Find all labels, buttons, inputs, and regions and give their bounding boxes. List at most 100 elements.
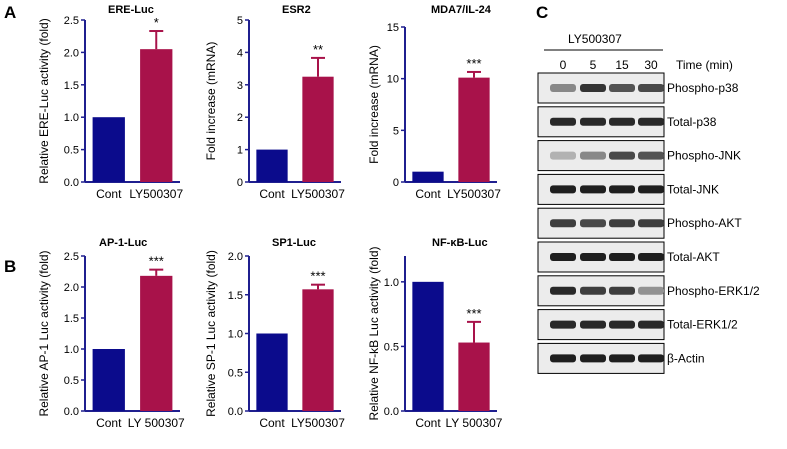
blot-rows: Phospho-p38 Total-p38 Phospho-JNK Total-JNK… — [537, 72, 760, 374]
time-label: 0 — [560, 58, 567, 72]
bar-cont — [412, 281, 444, 411]
y-tick-label: 2.0 — [64, 282, 79, 294]
y-tick-label: 2.5 — [64, 15, 79, 27]
band — [609, 219, 635, 228]
band — [638, 151, 664, 160]
category-label: LY500307 — [291, 416, 345, 430]
chart-6: NF-κB-Luc Relative NF-kB Luc activity (fo… — [367, 237, 503, 430]
blot-label: Total-AKT — [667, 250, 720, 264]
y-tick-label: 0 — [393, 177, 399, 189]
chart-title: AP-1-Luc — [99, 237, 147, 249]
y-tick-label: 1.0 — [384, 277, 399, 289]
band — [638, 320, 664, 329]
band — [550, 320, 576, 329]
band — [580, 320, 606, 329]
y-tick-label: 1.0 — [64, 112, 79, 124]
blot-treatment-label: LY500307 — [568, 32, 622, 46]
blot-label: Total-ERK1/2 — [667, 318, 738, 332]
chart-title: NF-κB-Luc — [432, 237, 488, 249]
y-tick-label: 1 — [237, 145, 243, 157]
category-label: LY 500307 — [446, 416, 503, 430]
y-axis-label: Relative NF-kB Luc activity (fold) — [367, 246, 381, 420]
band — [609, 185, 635, 194]
category-label: Cont — [415, 187, 441, 201]
panel-letter-a: A — [4, 3, 16, 22]
western-blot: LY500307 Time (min) 0 5 15 30 Phospho-p38 To… — [537, 32, 760, 374]
chart-title: ESR2 — [282, 4, 311, 16]
y-tick-label: 2.5 — [64, 251, 79, 263]
blot-row: Total-ERK1/2 — [537, 309, 738, 341]
band — [609, 354, 635, 363]
blot-row: β-Actin — [537, 342, 705, 374]
bar-cont — [92, 117, 125, 182]
bar-cont — [412, 171, 444, 182]
band — [550, 151, 576, 160]
y-tick-label: 0.0 — [384, 406, 399, 418]
bar-treated — [302, 289, 334, 411]
bar-treated — [140, 49, 173, 182]
band — [638, 84, 664, 92]
bar-treated — [140, 275, 173, 411]
bar-cont — [92, 349, 125, 411]
band — [550, 354, 576, 363]
band — [550, 286, 576, 295]
category-label: LY 500307 — [128, 416, 185, 430]
significance-label: *** — [310, 269, 325, 284]
bar-treated — [302, 76, 334, 182]
band — [580, 185, 606, 194]
band — [550, 219, 576, 228]
y-tick-label: 10 — [387, 74, 399, 86]
blot-row: Phospho-p38 — [537, 72, 739, 104]
y-tick-label: 0.0 — [64, 406, 79, 418]
panel-letter-b: B — [4, 257, 16, 276]
y-tick-label: 0.5 — [384, 341, 399, 353]
band — [638, 354, 664, 363]
blot-time-label: Time (min) — [676, 58, 733, 72]
blot-label: Total-p38 — [667, 115, 717, 129]
blot-row: Phospho-JNK — [537, 140, 741, 172]
bar-charts: ERE-Luc Relative ERE-Luc activity (fold) 0… — [37, 4, 503, 430]
band — [550, 84, 576, 92]
band — [580, 219, 606, 228]
significance-label: *** — [149, 254, 164, 269]
y-tick-label: 0.0 — [64, 177, 79, 189]
chart-title: MDA7/IL-24 — [431, 4, 492, 16]
blot-label: Total-JNK — [667, 182, 719, 196]
band — [609, 151, 635, 160]
chart-3: MDA7/IL-24 Fold increase (mRNA) 0 5 10 15 Cont… — [367, 4, 501, 201]
band — [609, 286, 635, 295]
band — [580, 286, 606, 295]
bar-treated — [458, 77, 490, 182]
y-tick-label: 2.0 — [228, 251, 243, 263]
blot-time-labels: 0 5 15 30 — [560, 58, 658, 72]
category-label: Cont — [259, 416, 285, 430]
y-tick-label: 4 — [237, 47, 243, 59]
y-tick-label: 1.0 — [64, 344, 79, 356]
chart-4: AP-1-Luc Relative AP-1 Luc activity (fold… — [37, 237, 185, 430]
y-axis-label: Relative SP-1 Luc activity (fold) — [204, 250, 218, 417]
y-tick-label: 2.0 — [64, 47, 79, 59]
time-label: 15 — [615, 58, 629, 72]
y-tick-label: 0.5 — [228, 367, 243, 379]
category-label: Cont — [415, 416, 441, 430]
blot-label: Phospho-ERK1/2 — [667, 284, 760, 298]
y-tick-label: 3 — [237, 80, 243, 92]
category-label: Cont — [96, 416, 122, 430]
y-tick-label: 1.5 — [64, 80, 79, 92]
blot-label: Phospho-p38 — [667, 81, 739, 95]
blot-label: Phospho-AKT — [667, 216, 742, 230]
chart-5: SP1-Luc Relative SP-1 Luc activity (fold)… — [204, 237, 345, 430]
category-label: Cont — [259, 187, 285, 201]
band — [638, 219, 664, 228]
significance-label: *** — [466, 306, 481, 321]
band — [550, 253, 576, 261]
y-tick-label: 15 — [387, 22, 399, 34]
panel-letter-c: C — [536, 3, 548, 22]
significance-label: * — [154, 15, 159, 30]
band — [609, 84, 635, 92]
chart-title: ERE-Luc — [108, 4, 154, 16]
band — [638, 185, 664, 194]
y-tick-label: 0.5 — [64, 375, 79, 387]
time-label: 5 — [590, 58, 597, 72]
